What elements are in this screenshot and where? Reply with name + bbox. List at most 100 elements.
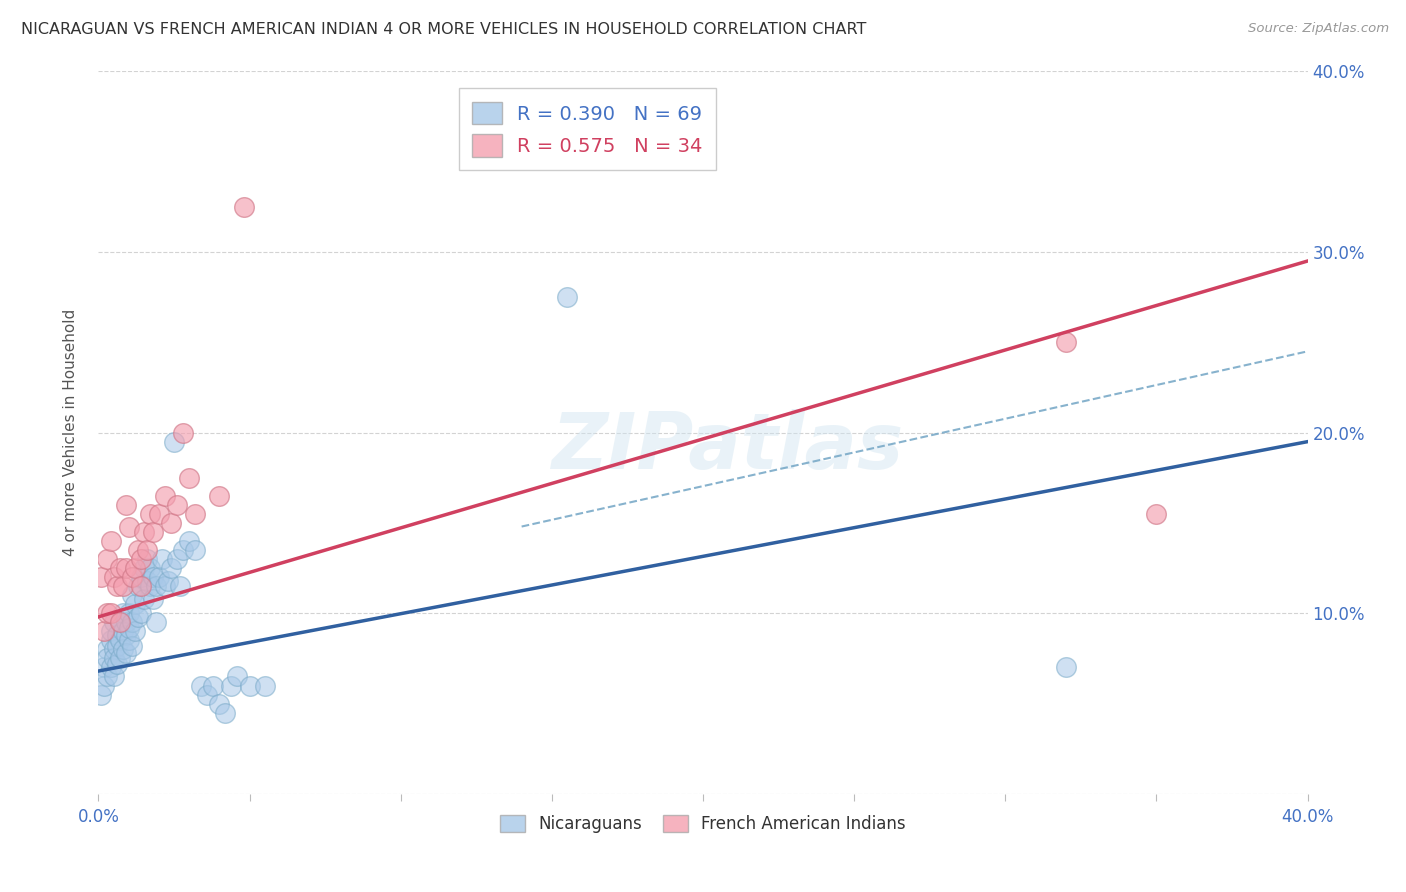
Point [145, 579, 167, 593]
Point [103, 615, 125, 630]
Point [100, 607, 122, 621]
Point [135, 574, 157, 588]
Point [108, 633, 131, 648]
Point [100, 624, 122, 639]
Point [103, 642, 125, 657]
Point [156, 574, 179, 588]
Point [127, 610, 149, 624]
Point [132, 561, 155, 575]
Point [114, 615, 136, 630]
Point [179, 471, 201, 485]
Point [214, 706, 236, 720]
Y-axis label: 4 or more Vehicles in Household: 4 or more Vehicles in Household [63, 309, 77, 557]
Point [160, 561, 183, 575]
Point [111, 624, 134, 639]
Text: ZIPatlas: ZIPatlas [551, 409, 903, 485]
Point [108, 615, 131, 630]
Point [135, 552, 157, 566]
Point [100, 533, 122, 548]
Point [195, 688, 218, 702]
Point [114, 561, 136, 575]
Point [139, 561, 162, 575]
Point [142, 524, 165, 539]
Point [232, 200, 254, 214]
Point [93, 678, 115, 692]
Point [226, 669, 249, 683]
Point [132, 524, 155, 539]
Point [150, 552, 173, 566]
Point [172, 425, 194, 440]
Point [114, 646, 136, 660]
Point [90, 688, 112, 702]
Point [121, 615, 143, 630]
Point [148, 570, 170, 584]
Point [139, 579, 162, 593]
Point [93, 660, 115, 674]
Point [103, 570, 125, 584]
Point [139, 507, 162, 521]
Text: Source: ZipAtlas.com: Source: ZipAtlas.com [1249, 22, 1389, 36]
Point [142, 570, 165, 584]
Point [121, 588, 143, 602]
Point [253, 678, 276, 692]
Point [1144, 507, 1167, 521]
Point [96, 651, 118, 665]
Point [108, 561, 131, 575]
Point [129, 570, 152, 584]
Point [129, 607, 152, 621]
Point [190, 678, 212, 692]
Point [121, 570, 143, 584]
Point [153, 579, 176, 593]
Point [166, 552, 188, 566]
Point [103, 669, 125, 683]
Point [96, 607, 118, 621]
Point [118, 633, 141, 648]
Point [202, 678, 225, 692]
Point [179, 533, 201, 548]
Point [142, 591, 165, 606]
Point [208, 489, 231, 503]
Point [90, 570, 112, 584]
Point [221, 678, 243, 692]
Point [118, 607, 141, 621]
Point [96, 552, 118, 566]
Point [555, 290, 578, 304]
Point [118, 621, 141, 635]
Point [127, 543, 149, 558]
Point [129, 552, 152, 566]
Point [114, 498, 136, 512]
Point [100, 633, 122, 648]
Point [132, 591, 155, 606]
Point [111, 607, 134, 621]
Point [184, 543, 207, 558]
Point [239, 678, 262, 692]
Point [111, 579, 134, 593]
Point [166, 498, 188, 512]
Point [105, 628, 128, 642]
Point [135, 543, 157, 558]
Point [145, 615, 167, 630]
Point [105, 657, 128, 671]
Point [108, 651, 131, 665]
Point [1054, 335, 1077, 350]
Point [96, 669, 118, 683]
Point [108, 615, 131, 630]
Point [93, 624, 115, 639]
Point [163, 434, 186, 449]
Point [124, 597, 146, 611]
Point [172, 543, 194, 558]
Point [127, 579, 149, 593]
Legend: Nicaraguans, French American Indians: Nicaraguans, French American Indians [494, 808, 912, 839]
Point [1054, 660, 1077, 674]
Point [153, 489, 176, 503]
Point [103, 651, 125, 665]
Point [118, 519, 141, 533]
Point [160, 516, 183, 530]
Point [114, 628, 136, 642]
Point [208, 697, 231, 711]
Point [96, 642, 118, 657]
Point [129, 579, 152, 593]
Point [111, 642, 134, 657]
Point [100, 660, 122, 674]
Point [124, 561, 146, 575]
